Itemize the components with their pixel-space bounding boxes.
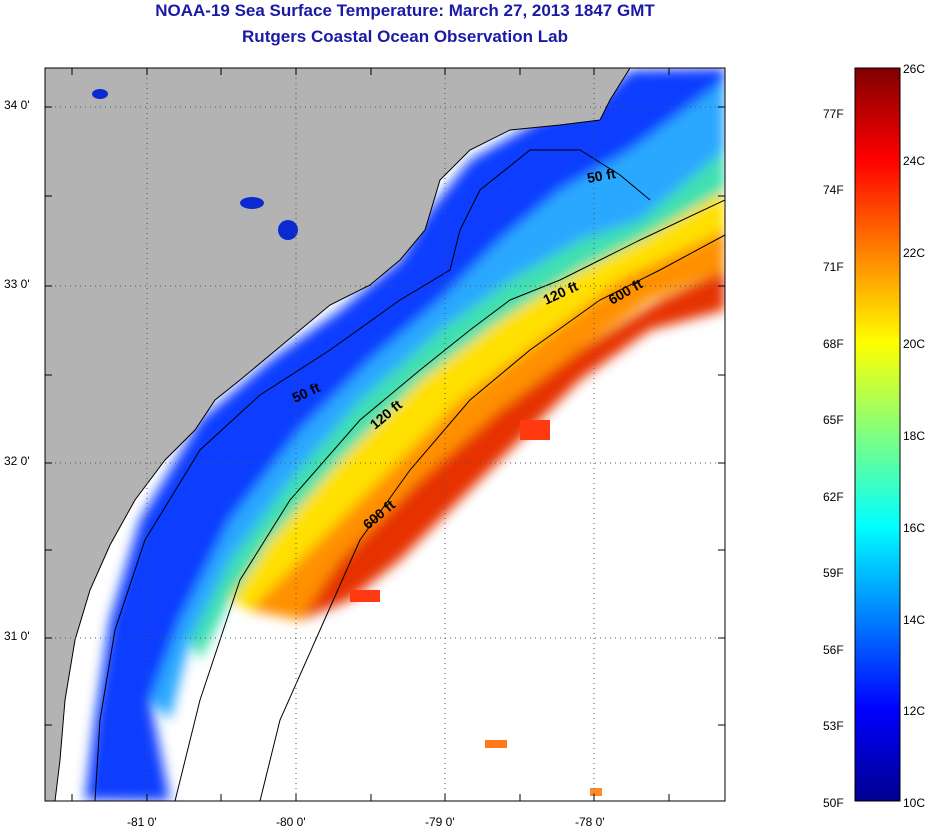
- colorbar-label-f: 71F: [823, 260, 844, 274]
- lat-label: 31 0': [4, 629, 30, 643]
- colorbar-label-c: 18C: [903, 429, 926, 443]
- land-mass: [45, 68, 630, 801]
- contour-label: 50 ft: [586, 165, 617, 186]
- colorbar-label-f: 65F: [823, 413, 844, 427]
- colorbar-label-f: 62F: [823, 490, 844, 504]
- colorbar-label-f: 74F: [823, 183, 844, 197]
- map-subtitle: Rutgers Coastal Ocean Observation Lab: [242, 27, 568, 46]
- lat-label: 34 0': [4, 98, 30, 112]
- contour-120ft: [174, 199, 725, 801]
- colorbar-label-c: 16C: [903, 521, 926, 535]
- lon-label: -78 0': [575, 815, 605, 829]
- colorbar-label-f: 50F: [823, 796, 844, 810]
- colorbar-label-c: 22C: [903, 246, 926, 260]
- colorbar-label-f: 53F: [823, 719, 844, 733]
- colorbar: [854, 67, 901, 802]
- lat-label: 32 0': [4, 454, 30, 468]
- colorbar-label-c: 24C: [903, 154, 926, 168]
- colorbar-label-c: 26C: [903, 62, 926, 76]
- warm-eddy-patches: [350, 420, 602, 796]
- colorbar-label-f: 56F: [823, 643, 844, 657]
- colorbar-label-c: 20C: [903, 337, 926, 351]
- lake: [278, 220, 298, 240]
- colorbar-label-f: 68F: [823, 337, 844, 351]
- map-title: NOAA-19 Sea Surface Temperature: March 2…: [155, 1, 655, 20]
- lon-label: -79 0': [425, 815, 455, 829]
- lake: [92, 89, 108, 99]
- coastline: [54, 68, 631, 801]
- sst-field: [85, 68, 725, 801]
- axis-ticks: [45, 68, 725, 801]
- contour-50ft: [94, 149, 651, 801]
- colorbar-label-f: 59F: [823, 566, 844, 580]
- map-panel: [45, 68, 725, 801]
- colorbar-label-c: 10C: [903, 796, 926, 810]
- lon-label: -81 0': [127, 815, 157, 829]
- map-frame: [44, 67, 726, 802]
- colorbar-label-c: 12C: [903, 704, 926, 718]
- lake: [240, 197, 264, 209]
- colorbar-label-c: 14C: [903, 613, 926, 627]
- lat-label: 33 0': [4, 277, 30, 291]
- contour-600ft: [259, 234, 725, 801]
- graticule: [45, 68, 725, 801]
- lon-label: -80 0': [276, 815, 306, 829]
- colorbar-label-f: 77F: [823, 107, 844, 121]
